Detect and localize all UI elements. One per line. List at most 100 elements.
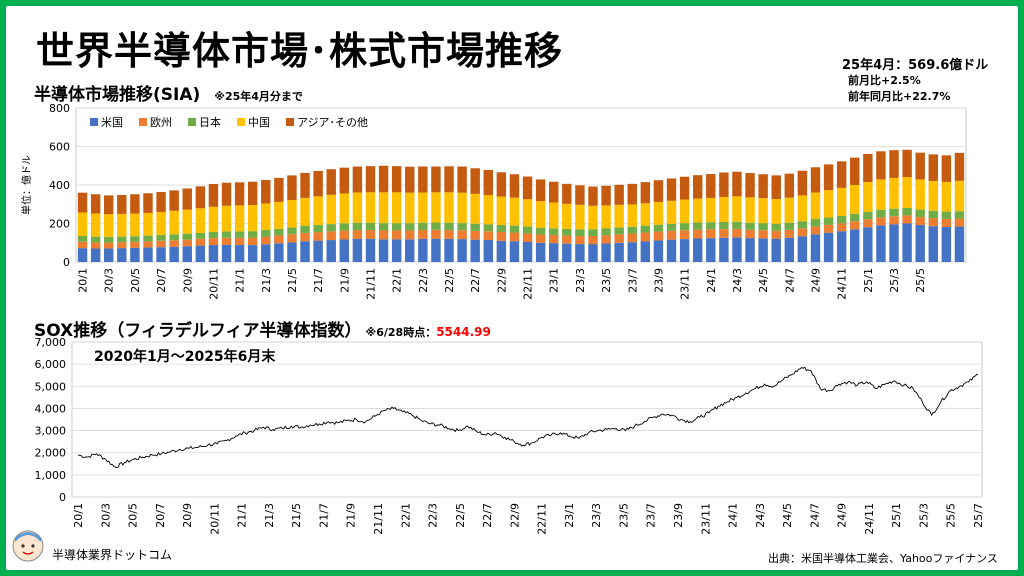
sia-bar-segment [575,204,585,230]
sia-bar-segment [77,248,88,262]
sia-bar-segment [365,192,376,223]
sia-bar-segment [339,223,350,231]
sia-bar-segment [941,226,952,262]
brand-name: 半導体業界ドットコム [52,548,173,562]
sox-x-tick-label: 21/7 [317,503,330,528]
sia-bar-segment [313,240,323,262]
sia-x-tick-label: 20/11 [207,268,220,300]
sox-x-tick-label: 22/5 [454,503,467,528]
sia-bar-segment [666,178,677,201]
sia-legend-swatch [139,118,147,126]
sia-bar-segment [405,239,415,262]
yoy-change: 前年同月比+22.7% [848,90,951,103]
sia-bar-segment [352,192,363,223]
sia-bar-segment [104,242,114,249]
sia-bar-segment [509,174,520,198]
sia-x-tick-label: 23/5 [600,268,613,293]
sox-x-tick-label: 25/1 [890,503,903,528]
sia-bar-segment [889,216,899,225]
sia-bar-segment [326,240,336,262]
sox-series-line [77,366,979,468]
sia-bar-segment [614,227,624,235]
sia-legend-label: アジア･その他 [297,116,368,129]
sia-bar-segment [483,240,493,262]
sia-bar-segment [928,180,938,211]
sox-plot-area [71,341,983,498]
sia-bar-segment [208,238,219,246]
sia-bar-segment [391,230,402,240]
sia-x-tick-label: 23/7 [626,268,639,293]
sia-bar-segment [771,199,781,224]
sox-x-tick-label: 21/1 [236,503,249,528]
sia-bar-segment [182,209,192,234]
sia-bar-segment [850,157,860,185]
sia-x-tick-label: 24/11 [836,268,849,300]
sia-bar-segment [692,198,703,223]
sia-bar-segment [823,164,834,191]
sox-x-tick-label: 21/9 [345,503,358,528]
sia-bar-segment [758,238,768,262]
sia-bar-segment [90,248,101,262]
source-note: 出典：米国半導体工業会、Yahooファイナンス [768,552,998,565]
sia-title-text: 半導体市場推移(SIA) [34,85,201,105]
sia-bar-segment [169,190,179,211]
sia-bar-segment [509,241,520,262]
sia-bar-segment [928,154,938,181]
sia-bar-segment [549,228,559,236]
sia-bar-segment [352,166,363,193]
sia-bar-segment [823,224,834,233]
sox-x-tick-label: 23/11 [699,503,712,535]
sia-x-tick-label: 25/1 [862,268,875,293]
sia-bar-segment [339,230,350,240]
sia-bar-segment [653,201,664,225]
sia-bar-segment [117,195,127,214]
sia-bar-segment [836,223,847,232]
sia-bar-segment [876,179,886,210]
sox-x-tick-label: 20/11 [208,503,221,535]
sia-x-tick-label: 22/3 [417,268,430,293]
sia-bar-segment [836,215,847,224]
sia-bar-segment [941,211,952,219]
sia-bar-segment [876,209,886,218]
sia-x-tick-label: 20/5 [129,268,142,293]
sia-bar-segment [221,244,232,262]
sia-bar-segment [863,154,873,183]
sia-bar-segment [483,224,493,232]
sia-bar-segment [169,246,179,262]
sia-bar-segment [562,183,572,204]
mom-change: 前月比+2.5% [848,74,921,87]
sia-bar-segment [562,228,572,236]
sia-bar-segment [719,196,729,222]
sia-bar-segment [418,230,428,239]
sox-last-value: 5544.99 [436,325,491,339]
sia-x-tick-label: 24/9 [809,268,822,293]
sia-bar-segment [941,155,952,182]
sia-bar-segment [313,225,323,233]
sia-bar-segment [863,211,873,220]
sia-x-tick-label: 23/1 [548,268,561,293]
sia-bar-segment [601,185,611,206]
sia-bar-segment [627,233,637,243]
sox-x-tick-label: 24/5 [781,503,794,528]
sox-y-tick-label: 0 [59,491,66,504]
sia-bar-segment [640,241,651,262]
sia-bar-segment [601,228,611,236]
sia-bar-segment [732,221,742,229]
sia-bar-segment [457,223,467,231]
sia-bar-segment [77,212,88,237]
sia-bar-segment [679,230,690,240]
sia-bar-segment [889,208,899,217]
sia-bar-segment [627,204,637,227]
sia-bar-segment [522,226,533,234]
sox-x-tick-label: 22/3 [427,503,440,528]
sia-bar-segment [614,242,624,262]
sia-bar-segment [640,232,651,242]
sia-bar-segment [234,182,245,206]
sia-bar-segment [247,245,258,262]
sia-bar-segment [771,175,781,200]
sia-bar-segment [457,230,467,240]
sia-bar-segment [130,236,140,242]
sia-bar-segment [287,175,297,201]
sia-bar-segment [915,179,925,210]
sia-bar-segment [797,170,808,196]
